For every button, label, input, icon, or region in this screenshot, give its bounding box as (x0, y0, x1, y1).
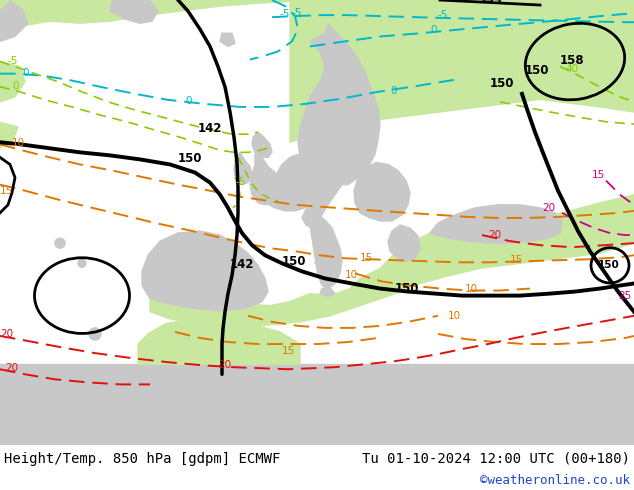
Text: -5: -5 (292, 8, 302, 18)
Polygon shape (142, 231, 268, 311)
Text: -5: -5 (280, 9, 290, 19)
Polygon shape (290, 0, 634, 142)
Text: 158: 158 (560, 53, 585, 67)
Text: 15: 15 (510, 255, 523, 265)
Text: 0: 0 (12, 81, 18, 91)
Text: 150: 150 (395, 282, 420, 294)
Polygon shape (0, 122, 18, 147)
Text: 0: 0 (430, 25, 436, 35)
Polygon shape (138, 319, 300, 364)
Text: 10: 10 (345, 270, 358, 280)
Text: 15: 15 (282, 346, 295, 356)
Text: 150: 150 (490, 77, 515, 90)
Text: 142: 142 (198, 122, 222, 135)
Polygon shape (150, 195, 634, 326)
Text: 150: 150 (598, 260, 620, 270)
Circle shape (89, 328, 101, 340)
Polygon shape (310, 0, 634, 112)
Text: 20: 20 (488, 230, 501, 240)
Polygon shape (325, 23, 380, 185)
Text: 15: 15 (592, 170, 605, 179)
Polygon shape (250, 147, 280, 205)
Text: 40: 40 (565, 64, 578, 74)
Text: 0: 0 (22, 68, 29, 78)
Polygon shape (265, 154, 320, 211)
Text: 20: 20 (542, 203, 555, 213)
Polygon shape (298, 33, 368, 228)
Text: 150: 150 (178, 152, 202, 166)
Circle shape (55, 238, 65, 248)
Text: 0: 0 (390, 86, 396, 96)
Polygon shape (110, 0, 158, 23)
Text: -5: -5 (235, 176, 245, 187)
Polygon shape (305, 127, 322, 152)
Text: 20: 20 (218, 360, 231, 370)
Text: 0: 0 (185, 96, 191, 106)
Polygon shape (0, 0, 340, 31)
Text: 25: 25 (618, 291, 631, 301)
Text: 150: 150 (525, 64, 550, 76)
Polygon shape (320, 288, 335, 296)
Text: -5: -5 (438, 10, 448, 20)
Bar (0, 364, 634, 445)
Circle shape (78, 259, 86, 268)
Polygon shape (315, 255, 324, 269)
Text: Height/Temp. 850 hPa [gdpm] ECMWF: Height/Temp. 850 hPa [gdpm] ECMWF (4, 452, 280, 466)
Text: 10: 10 (12, 138, 25, 148)
Polygon shape (354, 162, 410, 221)
Polygon shape (310, 215, 342, 289)
Polygon shape (0, 1, 28, 41)
Text: 15: 15 (360, 253, 373, 263)
Polygon shape (220, 33, 235, 47)
Text: Tu 01-10-2024 12:00 UTC (00+180): Tu 01-10-2024 12:00 UTC (00+180) (362, 452, 630, 466)
Text: 10: 10 (465, 284, 478, 294)
Text: 150: 150 (282, 255, 306, 269)
Text: 142: 142 (230, 258, 254, 271)
Text: 134: 134 (480, 0, 503, 4)
Text: 20: 20 (5, 363, 18, 373)
Text: 10: 10 (448, 311, 461, 321)
Text: 20: 20 (0, 329, 13, 339)
Text: ©weatheronline.co.uk: ©weatheronline.co.uk (480, 474, 630, 487)
Polygon shape (252, 132, 272, 157)
Text: 15: 15 (0, 186, 13, 196)
Polygon shape (430, 205, 562, 243)
Polygon shape (302, 120, 312, 134)
Text: -5: -5 (8, 55, 18, 66)
Polygon shape (234, 152, 252, 185)
Polygon shape (0, 62, 25, 102)
Polygon shape (388, 225, 420, 261)
